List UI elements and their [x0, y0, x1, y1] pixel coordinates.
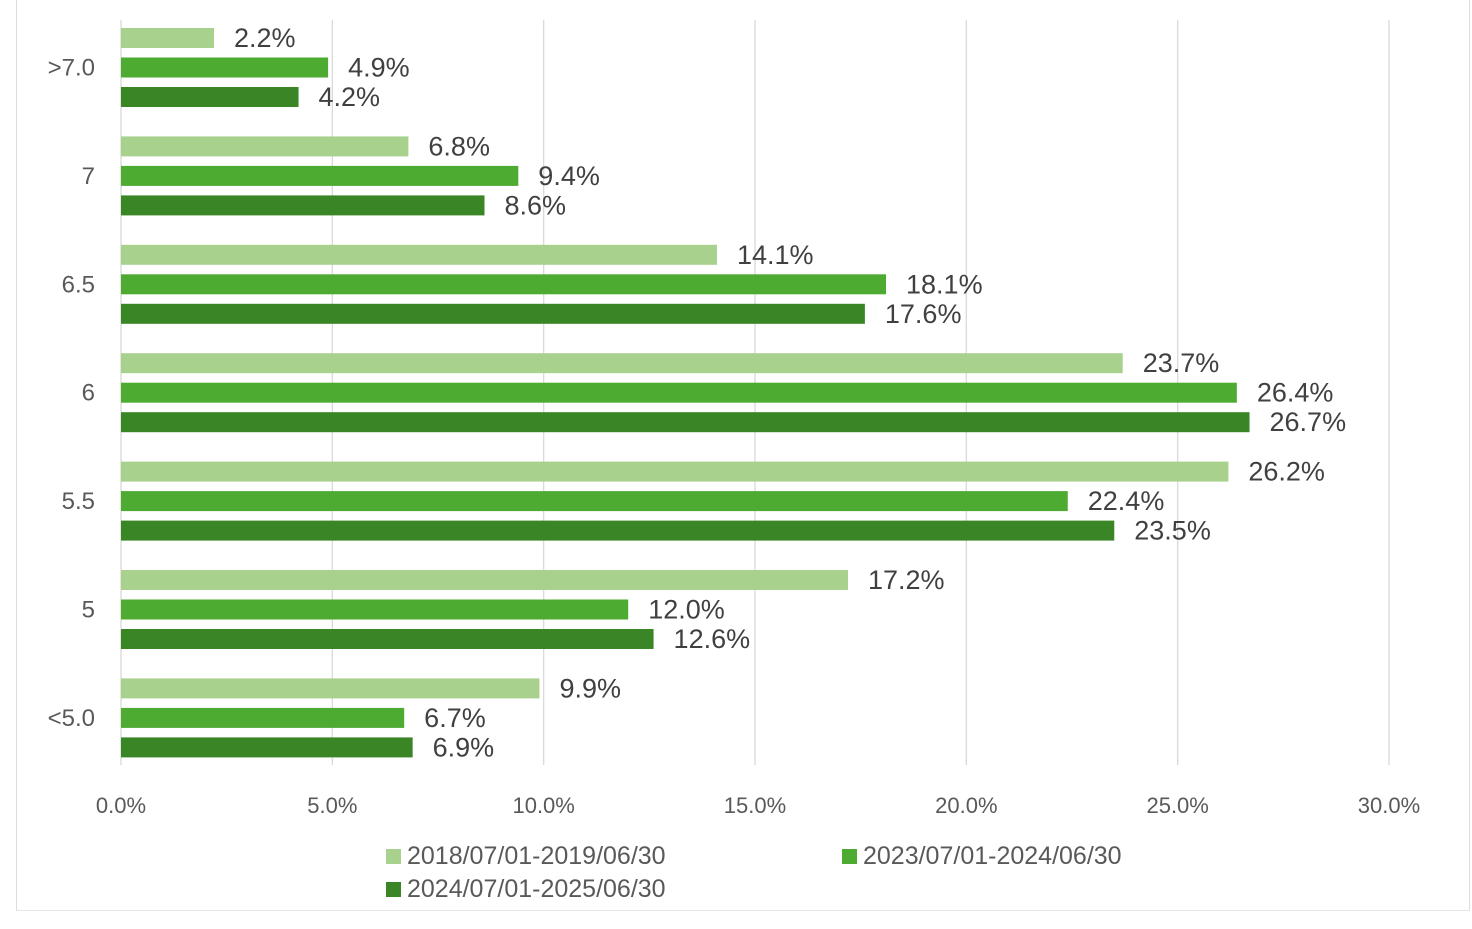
category-label: 6	[82, 380, 95, 407]
legend-label-series-3: 2024/07/01-2025/06/30	[407, 875, 666, 903]
data-label: 18.1%	[906, 269, 983, 299]
legend-item-series-3: 2024/07/01-2025/06/30	[386, 875, 666, 904]
x-tick-label: 15.0%	[724, 793, 786, 818]
legend-swatch-series-1	[386, 849, 401, 864]
bar-series-2	[121, 165, 519, 186]
data-label: 8.6%	[504, 190, 566, 220]
x-tick-label: 0.0%	[96, 793, 146, 818]
category-label: <5.0	[48, 705, 95, 732]
data-label: 12.0%	[648, 595, 725, 625]
bar-series-3	[121, 629, 654, 649]
legend: 2018/07/01-2019/06/30 2023/07/01-2024/06…	[386, 842, 1246, 912]
bar-chart: 2.2% 4.9%4.2% 6.8% 9.4%8.6% 14.1% 18.1%17.6% 2…	[48, 20, 1420, 818]
bar-series-2	[121, 57, 329, 78]
legend-item-series-1: 2018/07/01-2019/06/30	[386, 842, 666, 871]
data-label: 22.4%	[1088, 486, 1165, 516]
bar-series-3	[121, 520, 1115, 541]
bar-series-2	[121, 382, 1237, 403]
data-label: 9.4%	[538, 161, 600, 191]
bar-series-2	[121, 491, 1068, 512]
bar-series-3	[121, 87, 299, 107]
bar-series-1	[121, 28, 214, 48]
category-label: 5	[82, 597, 95, 624]
category-label: 5.5	[62, 488, 95, 515]
data-label: 12.6%	[674, 624, 751, 654]
data-label: 17.6%	[885, 299, 962, 329]
bar-series-3	[121, 195, 485, 216]
bar-series-1	[121, 678, 540, 699]
data-label: 26.2%	[1248, 457, 1325, 487]
bar-series-3	[121, 412, 1250, 433]
bar-series-2	[121, 707, 405, 728]
bars: 2.2% 4.9%4.2% 6.8% 9.4%8.6% 14.1% 18.1%17.6% 2…	[121, 23, 1346, 762]
data-label: 23.7%	[1143, 348, 1220, 378]
data-label: 6.8%	[428, 131, 490, 161]
data-label: 6.9%	[433, 732, 495, 762]
bar-series-1	[121, 461, 1229, 482]
data-label: 6.7%	[424, 703, 486, 733]
bar-series-1	[121, 570, 848, 590]
data-label: 4.2%	[319, 82, 381, 112]
data-label: 2.2%	[234, 23, 296, 53]
x-tick-label: 25.0%	[1146, 793, 1208, 818]
x-tick-label: 20.0%	[935, 793, 997, 818]
chart-frame	[16, 0, 1470, 911]
bar-series-3	[121, 737, 413, 758]
data-label: 14.1%	[737, 240, 814, 270]
bar-series-1	[121, 136, 409, 157]
category-label: 6.5	[62, 271, 95, 298]
bar-series-1	[121, 244, 717, 265]
bar-series-2	[121, 599, 629, 620]
x-tick-label: 10.0%	[512, 793, 574, 818]
category-label: >7.0	[48, 55, 95, 82]
data-label: 26.7%	[1270, 407, 1347, 437]
category-label: 7	[82, 163, 95, 190]
legend-item-series-2: 2023/07/01-2024/06/30	[842, 842, 1122, 871]
legend-label-series-1: 2018/07/01-2019/06/30	[407, 842, 666, 870]
legend-swatch-series-3	[386, 882, 401, 897]
data-label: 17.2%	[868, 565, 945, 595]
bar-series-3	[121, 303, 865, 324]
x-axis-ticks: 0.0% 5.0% 10.0% 15.0% 20.0% 25.0% 30.0%	[96, 793, 1420, 818]
legend-swatch-series-2	[842, 849, 857, 864]
data-label: 26.4%	[1257, 378, 1334, 408]
legend-label-series-2: 2023/07/01-2024/06/30	[863, 842, 1122, 870]
data-label: 23.5%	[1134, 516, 1211, 546]
data-label: 9.9%	[559, 673, 621, 703]
x-tick-label: 5.0%	[307, 793, 357, 818]
category-labels: >7.0 7 6.5 6 5.5 5 <5.0	[48, 55, 95, 732]
data-label: 4.9%	[348, 53, 410, 83]
bar-series-2	[121, 274, 887, 295]
bar-series-1	[121, 353, 1123, 374]
x-tick-label: 30.0%	[1358, 793, 1420, 818]
